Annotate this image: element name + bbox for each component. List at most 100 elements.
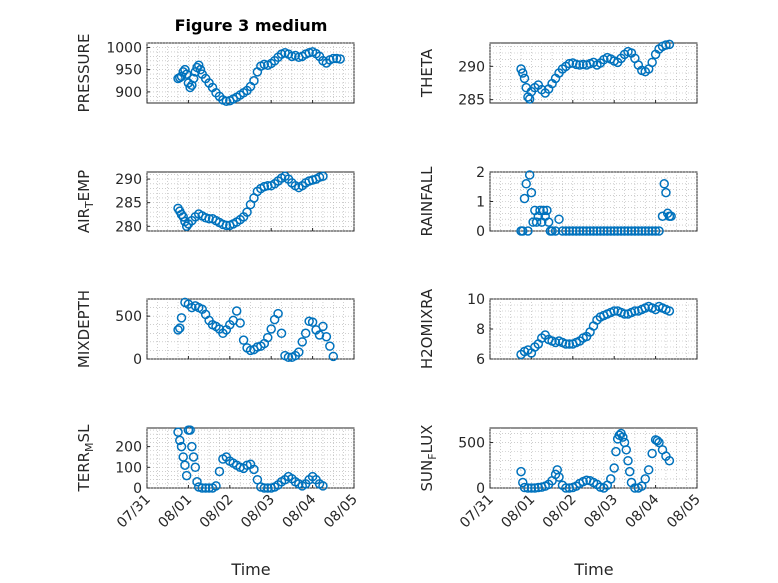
data-point <box>194 60 204 70</box>
series-markers <box>516 170 676 236</box>
x-tick-label: 08/02 <box>540 492 580 532</box>
data-point <box>561 226 571 236</box>
data-point <box>190 462 201 473</box>
x-tick-label: 08/01 <box>155 492 195 532</box>
y-axis-label: SUNFLUX <box>418 425 439 492</box>
y-axis-label: H2OMIXRA <box>418 288 436 369</box>
series-markers <box>173 47 345 106</box>
data-point <box>294 347 304 357</box>
y-tick-label: 0 <box>476 481 485 497</box>
y-tick-label: 0 <box>133 481 142 497</box>
y-tick-label: 500 <box>115 309 142 325</box>
data-point <box>521 179 531 189</box>
data-point <box>519 193 530 204</box>
data-point <box>619 226 630 236</box>
y-tick-label: 10 <box>467 292 485 308</box>
x-tick-label: 08/04 <box>280 491 320 531</box>
data-point <box>585 226 595 236</box>
data-point <box>297 337 307 347</box>
y-tick-label: 500 <box>458 436 485 452</box>
y-axis-label: RAINFALL <box>418 166 436 237</box>
data-point <box>197 483 207 493</box>
data-point <box>185 82 195 93</box>
x-tick-label: 07/31 <box>457 492 497 532</box>
data-point <box>554 214 564 224</box>
series-markers <box>173 171 328 232</box>
subplot-h2omixra: 6 8 10 H2OMIXRA <box>418 288 698 369</box>
data-point <box>659 179 669 189</box>
data-point <box>175 435 185 446</box>
data-point <box>314 330 325 340</box>
data-point <box>533 482 544 493</box>
data-point <box>550 226 561 236</box>
x-axis-label-left: Time <box>230 560 270 579</box>
data-point <box>581 226 592 236</box>
data-point <box>571 59 581 70</box>
y-tick-label: 8 <box>476 322 485 338</box>
y-tick-label: 100 <box>115 460 142 476</box>
data-point <box>530 483 540 493</box>
data-point <box>612 226 623 236</box>
series-markers <box>516 39 675 104</box>
data-point <box>249 76 259 86</box>
data-point <box>664 39 675 50</box>
data-point <box>185 425 195 435</box>
data-point <box>211 481 221 491</box>
data-point <box>609 306 619 316</box>
data-point <box>318 171 328 181</box>
data-point <box>221 220 232 231</box>
data-point <box>574 226 585 236</box>
data-point <box>188 452 199 462</box>
data-point <box>637 226 647 236</box>
data-point <box>624 466 635 477</box>
data-point <box>578 59 588 70</box>
data-point <box>181 69 192 79</box>
data-point <box>181 221 192 232</box>
data-point <box>518 68 528 78</box>
data-point <box>276 328 287 339</box>
data-point <box>547 226 557 236</box>
subplot-rainfall: 0 1 2 RAINFALL <box>418 165 698 240</box>
data-point <box>609 463 619 473</box>
data-point <box>554 472 564 482</box>
y-axis-label: MIXDEPTH <box>75 290 93 368</box>
data-point <box>557 226 568 236</box>
data-point <box>231 306 242 316</box>
y-tick-label: 0 <box>133 352 142 368</box>
data-point <box>616 226 626 236</box>
x-axis-label-right: Time <box>573 560 613 579</box>
y-tick-label: 2 <box>476 165 485 181</box>
y-tick-label: 290 <box>458 59 485 75</box>
data-point <box>321 331 332 342</box>
data-point <box>626 226 637 236</box>
y-tick-label: 950 <box>115 63 142 79</box>
data-point <box>519 73 530 84</box>
data-point <box>180 64 190 75</box>
subplot-air-temp: 280 285 290 AIRTEMP <box>75 170 355 235</box>
data-point <box>633 226 644 236</box>
x-tick-label: 07/31 <box>114 492 154 532</box>
y-tick-label: 290 <box>115 172 142 188</box>
series-markers <box>516 428 675 493</box>
data-point <box>643 226 654 236</box>
data-point <box>564 339 575 349</box>
data-point <box>619 309 630 319</box>
data-point <box>664 306 675 316</box>
data-point <box>173 325 183 335</box>
x-tick-label: 08/03 <box>581 492 621 532</box>
data-point <box>180 460 190 470</box>
data-point <box>263 483 273 493</box>
data-point <box>621 445 632 455</box>
data-point <box>523 226 533 236</box>
data-point <box>518 226 528 236</box>
data-point <box>630 306 640 316</box>
series-markers <box>516 301 675 360</box>
data-point <box>176 441 187 452</box>
y-tick-label: 200 <box>115 440 142 456</box>
data-point <box>654 437 664 448</box>
data-point <box>535 205 545 216</box>
data-point <box>542 205 552 216</box>
data-point <box>661 187 671 198</box>
data-point <box>307 317 318 327</box>
x-tick-label: 08/04 <box>623 491 663 531</box>
